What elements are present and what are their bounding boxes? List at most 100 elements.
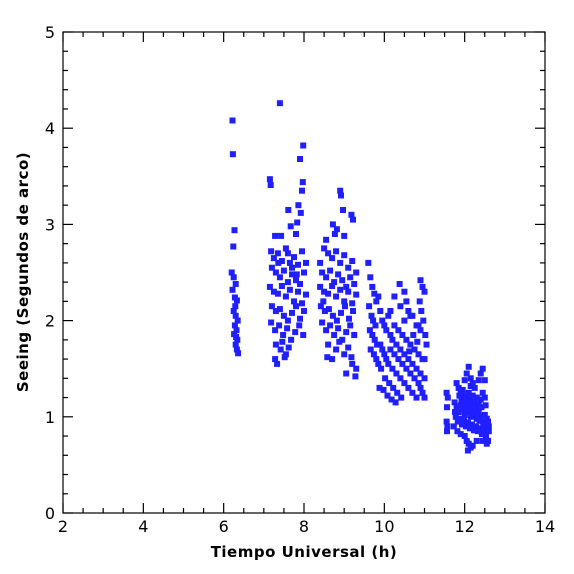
data-point [481,377,488,384]
data-point [464,419,471,426]
data-point [289,264,295,271]
data-point [479,365,486,372]
data-point [323,236,330,243]
data-point [299,179,306,186]
data-point [329,255,336,262]
data-point [293,303,299,310]
points-layer [228,100,492,454]
data-point [387,308,394,314]
data-point [336,338,343,345]
data-point [343,329,350,336]
data-point [397,375,404,382]
data-point [393,370,400,377]
data-point [478,431,485,438]
data-point [319,269,326,276]
data-point [417,277,424,284]
data-point [455,409,462,415]
data-point [338,309,344,316]
data-point [333,248,340,255]
data-point [288,336,295,343]
data-point [366,303,373,310]
data-point [480,427,487,434]
data-point [323,274,330,281]
data-point [284,279,291,286]
data-point [268,303,275,310]
data-point [409,312,416,319]
data-point [401,317,408,324]
data-point [333,317,340,324]
data-point [373,356,380,363]
data-point [453,404,460,411]
data-point [396,281,403,287]
data-point [403,336,410,343]
data-point [481,411,488,418]
data-point [411,346,418,353]
data-point [348,354,355,361]
data-point [275,259,282,266]
data-point [228,269,235,276]
data-point [278,283,285,289]
data-point [274,250,281,257]
data-point [421,375,428,382]
data-point [450,423,457,430]
data-point [327,267,334,274]
data-point [393,341,400,348]
data-point [295,288,301,295]
data-point [421,394,428,401]
data-point [407,341,414,348]
data-point [268,319,275,326]
data-point [405,308,412,314]
data-point [233,334,240,340]
data-point [286,259,293,266]
y-tick-label: 3 [45,215,55,234]
data-point [458,421,465,428]
data-point [293,277,299,284]
data-point [301,269,307,276]
data-point [272,341,279,348]
data-point [379,317,386,324]
x-tick-label: 14 [535,517,555,536]
data-point [327,322,334,329]
data-point [350,216,356,223]
data-point [294,219,301,226]
data-point [299,300,305,307]
data-point [405,384,412,391]
x-axis-title: Tiempo Universal (h) [211,543,398,561]
y-axis-title: Seeing (Segundos de arco) [14,152,32,392]
data-point [377,308,384,314]
x-tick-label: 12 [454,517,474,536]
data-point [464,447,471,454]
data-point [331,231,338,237]
data-point [347,274,354,281]
data-point [331,332,338,338]
data-point [272,308,279,314]
data-point [280,267,287,274]
data-point [471,411,478,418]
data-point [323,327,330,334]
data-point [282,293,289,300]
data-point [460,402,467,409]
data-point [403,365,410,372]
data-point [392,399,399,406]
data-point [365,259,372,266]
data-point [329,356,336,363]
data-point [297,315,303,322]
data-point [375,360,382,367]
data-point [476,425,483,432]
data-point [229,151,236,158]
data-point [373,298,380,305]
data-point [234,317,241,324]
data-point [407,370,414,377]
data-point [319,319,326,326]
data-point [296,322,303,329]
data-point [353,365,360,372]
y-tick-label: 4 [45,119,55,138]
data-point [337,187,344,194]
data-point [417,384,424,391]
data-point [331,279,338,286]
data-point [473,394,480,401]
data-point [485,418,491,425]
data-point [409,360,416,367]
